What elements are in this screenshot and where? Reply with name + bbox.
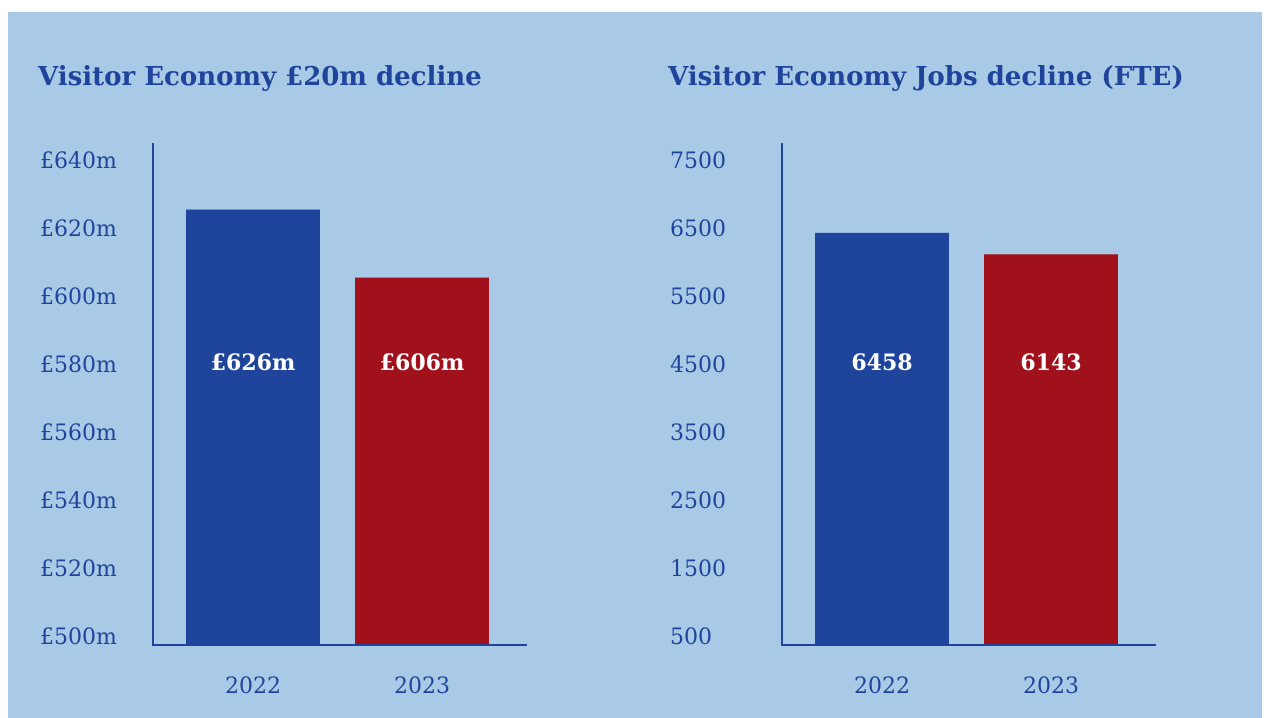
chart-title: Visitor Economy Jobs decline (FTE) (667, 62, 1184, 92)
bar (815, 232, 949, 645)
y-tick-label: 2500 (670, 489, 726, 514)
x-tick-label: 2022 (854, 674, 910, 699)
x-tick-label: 2023 (1023, 674, 1079, 699)
y-tick-label: 7500 (670, 149, 726, 174)
y-tick-label: 3500 (670, 421, 726, 446)
value-label: £606m (380, 350, 465, 376)
value-label: £626m (211, 350, 296, 376)
value-label: 6143 (1020, 350, 1081, 376)
y-tick-label: £500m (40, 625, 117, 650)
x-tick-label: 2022 (225, 674, 281, 699)
bar (186, 209, 320, 645)
y-tick-label: £640m (40, 149, 117, 174)
y-tick-label: 1500 (670, 557, 726, 582)
y-tick-label: 6500 (670, 217, 726, 242)
chart-title: Visitor Economy £20m decline (37, 62, 482, 92)
y-tick-label: 4500 (670, 353, 726, 378)
y-tick-label: £620m (40, 217, 117, 242)
y-tick-label: £600m (40, 285, 117, 310)
y-tick-label: £560m (40, 421, 117, 446)
bar (984, 254, 1118, 645)
y-tick-label: 5500 (670, 285, 726, 310)
bar (355, 277, 489, 645)
value-label: 6458 (851, 350, 912, 376)
y-tick-label: £540m (40, 489, 117, 514)
y-tick-label: £520m (40, 557, 117, 582)
y-tick-label: 500 (670, 625, 712, 650)
y-tick-label: £580m (40, 353, 117, 378)
x-tick-label: 2023 (394, 674, 450, 699)
